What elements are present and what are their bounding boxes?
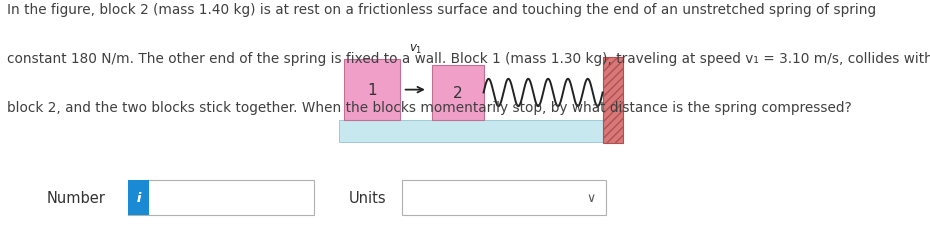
- Bar: [128, 180, 149, 215]
- Bar: [432, 66, 484, 120]
- Text: Number: Number: [46, 190, 105, 205]
- Text: ∨: ∨: [586, 191, 595, 204]
- Bar: [128, 180, 149, 215]
- Text: Units: Units: [349, 190, 386, 205]
- Bar: [603, 58, 623, 143]
- Text: block 2, and the two blocks stick together. When the blocks momentarily stop, by: block 2, and the two blocks stick togeth…: [7, 101, 852, 115]
- Text: i: i: [137, 191, 140, 204]
- Bar: [344, 60, 400, 120]
- Text: i: i: [137, 191, 140, 204]
- Text: constant 180 N/m. The other end of the spring is fixed to a wall. Block 1 (mass : constant 180 N/m. The other end of the s…: [7, 52, 930, 66]
- Text: $v_1$: $v_1$: [408, 43, 422, 56]
- Text: 2: 2: [453, 86, 463, 101]
- Text: In the figure, block 2 (mass 1.40 kg) is at rest on a frictionless surface and t: In the figure, block 2 (mass 1.40 kg) is…: [7, 3, 877, 17]
- Bar: [339, 120, 623, 142]
- Text: 1: 1: [367, 83, 377, 98]
